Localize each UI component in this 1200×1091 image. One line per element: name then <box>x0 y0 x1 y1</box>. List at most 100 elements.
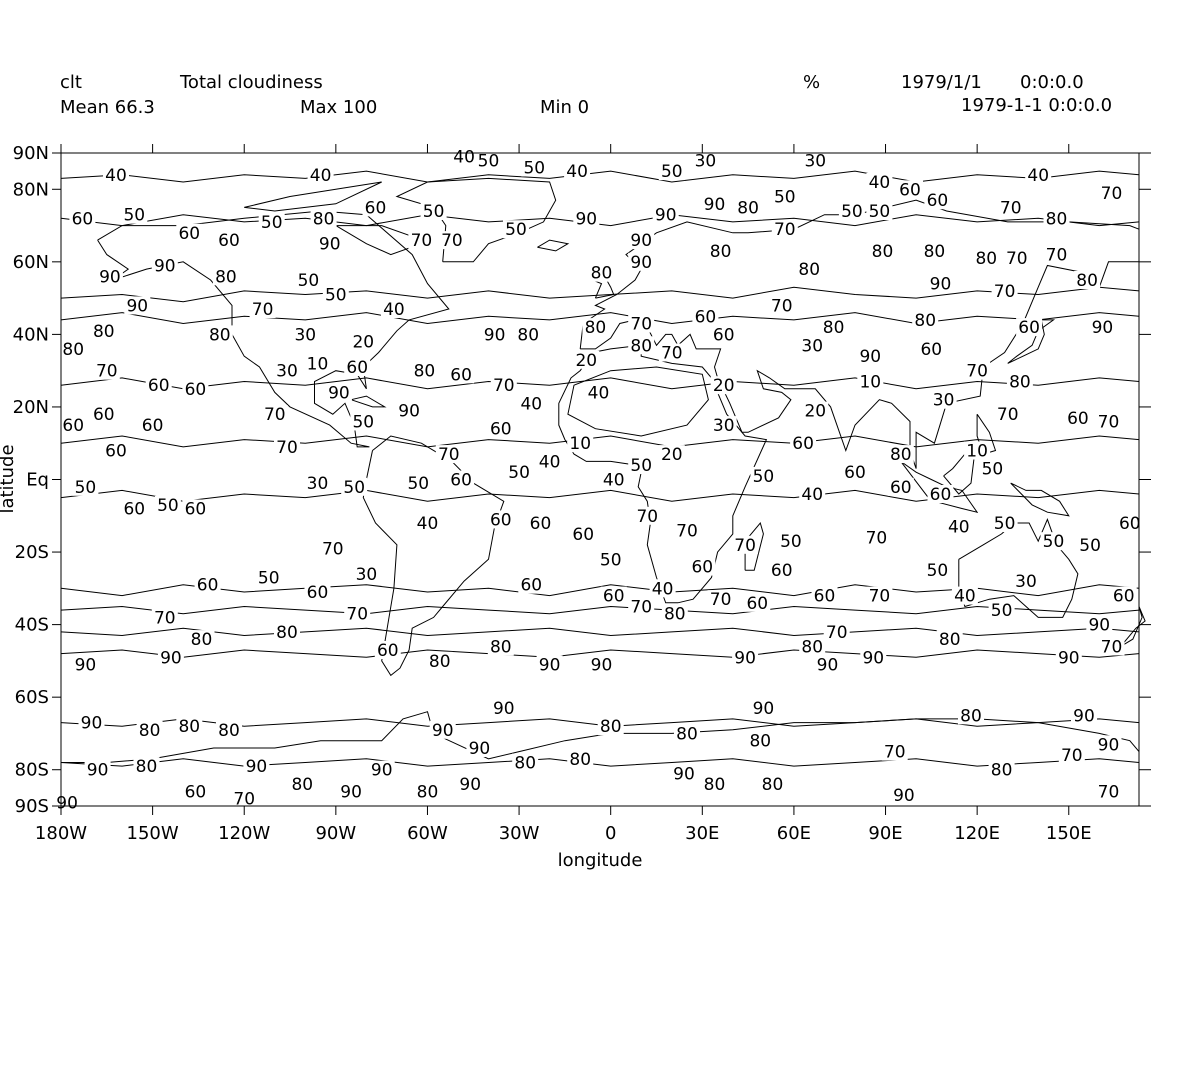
contour-label: 50 <box>261 213 283 233</box>
contour-label: 90 <box>753 699 775 719</box>
min-stat: Min 0 <box>540 97 590 118</box>
contour-label-bg <box>231 789 258 808</box>
contour-label: 70 <box>96 362 118 382</box>
contour-label-bg <box>930 390 957 409</box>
contour-label: 60 <box>1119 514 1141 534</box>
contour-label: 60 <box>927 191 949 211</box>
contour-label: 90 <box>539 656 561 676</box>
contour-label-bg <box>466 739 493 757</box>
contour-label: 40 <box>539 452 561 472</box>
contour-label: 50 <box>661 162 683 182</box>
contour-label: 60 <box>148 376 170 396</box>
contour-label: 40 <box>310 166 332 186</box>
contour-label: 50 <box>869 202 891 222</box>
contour-label: 20 <box>804 402 826 422</box>
contour-label: 70 <box>636 507 658 527</box>
contour-label-bg <box>866 202 893 220</box>
contour-label-bg <box>881 742 908 761</box>
contour-label: 70 <box>1098 413 1120 433</box>
contour-label: 80 <box>600 717 622 737</box>
contour-label-bg <box>1098 637 1125 656</box>
contour-label: 90 <box>126 296 148 316</box>
contour-label-bg <box>1095 782 1122 801</box>
contour-label-bg <box>448 470 475 489</box>
contour-label-bg <box>863 528 890 547</box>
x-axis-label: longitude <box>558 850 643 871</box>
contour-label-bg <box>1043 245 1070 264</box>
x-tick-label: 30W <box>499 823 540 844</box>
y-tick-label: Eq <box>26 470 49 491</box>
contour-label-bg <box>518 394 545 413</box>
contour-label: 30 <box>933 391 955 411</box>
contour-label-bg <box>991 514 1018 532</box>
contour-label: 20 <box>575 351 597 371</box>
contour-label: 70 <box>1061 746 1083 766</box>
contour-label-bg <box>628 231 655 250</box>
contour-label: 40 <box>948 518 970 538</box>
contour-label-bg <box>814 655 841 674</box>
contour-label-bg <box>597 717 624 736</box>
contour-label: 60 <box>307 583 329 603</box>
contour-line-80-3 <box>60 627 1140 637</box>
contour-label: 60 <box>771 561 793 581</box>
contour-label: 60 <box>450 365 472 385</box>
contour-label: 80 <box>798 260 820 280</box>
contour-label: 60 <box>844 463 866 483</box>
contour-label-bg <box>274 622 300 641</box>
contour-label-bg <box>866 173 893 191</box>
contour-label-bg <box>771 187 798 206</box>
contour-label-bg <box>289 775 316 794</box>
contour-label: 90 <box>1073 706 1095 726</box>
contour-label-bg <box>866 586 893 605</box>
contour-label: 90 <box>340 783 362 803</box>
contour-label: 30 <box>801 336 823 356</box>
contour-label-bg <box>216 231 242 250</box>
contour-label-bg <box>582 318 609 337</box>
contour-label: 50 <box>478 151 500 171</box>
contour-label-bg <box>628 456 655 474</box>
contour-label-bg <box>661 604 688 623</box>
contour-label-bg <box>732 535 759 554</box>
contour-line-sahara-10 <box>567 366 709 437</box>
contour-label-bg <box>567 749 594 768</box>
contour-label-bg <box>487 510 514 529</box>
contour-label: 60 <box>814 587 836 607</box>
contour-label: 80 <box>191 630 213 650</box>
contour-label: 60 <box>185 783 207 803</box>
contour-label: 50 <box>505 220 527 240</box>
contour-label-bg <box>652 205 679 224</box>
contour-label-bg <box>658 162 685 181</box>
x-tick-label: 180W <box>35 823 87 844</box>
coastline-south-america <box>362 435 505 677</box>
contour-label: 50 <box>774 188 796 208</box>
contour-label: 70 <box>869 587 891 607</box>
contour-label: 80 <box>801 637 823 657</box>
x-tick-label: 120W <box>218 823 270 844</box>
contour-label: 80 <box>737 198 759 218</box>
contour-label: 90 <box>630 253 652 273</box>
contour-label-bg <box>750 466 777 485</box>
y-tick-label: 60S <box>15 687 49 708</box>
contour-label-bg <box>710 325 737 344</box>
contour-line-70-9 <box>60 377 1140 390</box>
contour-label: 90 <box>862 648 884 668</box>
contour-label-bg <box>600 470 627 489</box>
coastline-japan <box>1007 319 1056 364</box>
contour-label-bg <box>145 376 172 395</box>
y-tick-label: 80S <box>15 760 49 781</box>
contour-label: 80 <box>276 623 298 643</box>
contour-label-bg <box>1003 249 1030 268</box>
contour-label: 70 <box>322 539 344 559</box>
contour-label: 80 <box>1076 271 1098 291</box>
contour-label: 90 <box>493 699 515 719</box>
contour-label-bg <box>1086 615 1113 634</box>
contour-label: 40 <box>603 471 625 491</box>
contour-label-bg <box>799 485 826 503</box>
contour-label: 60 <box>197 576 219 596</box>
contour-label-bg <box>380 300 407 318</box>
contour-label-bg <box>890 786 917 805</box>
contour-label-bg <box>206 325 233 344</box>
contour-label: 60 <box>695 307 717 327</box>
contour-label: 80 <box>585 318 607 338</box>
coastline-arctic-islands <box>244 181 382 212</box>
